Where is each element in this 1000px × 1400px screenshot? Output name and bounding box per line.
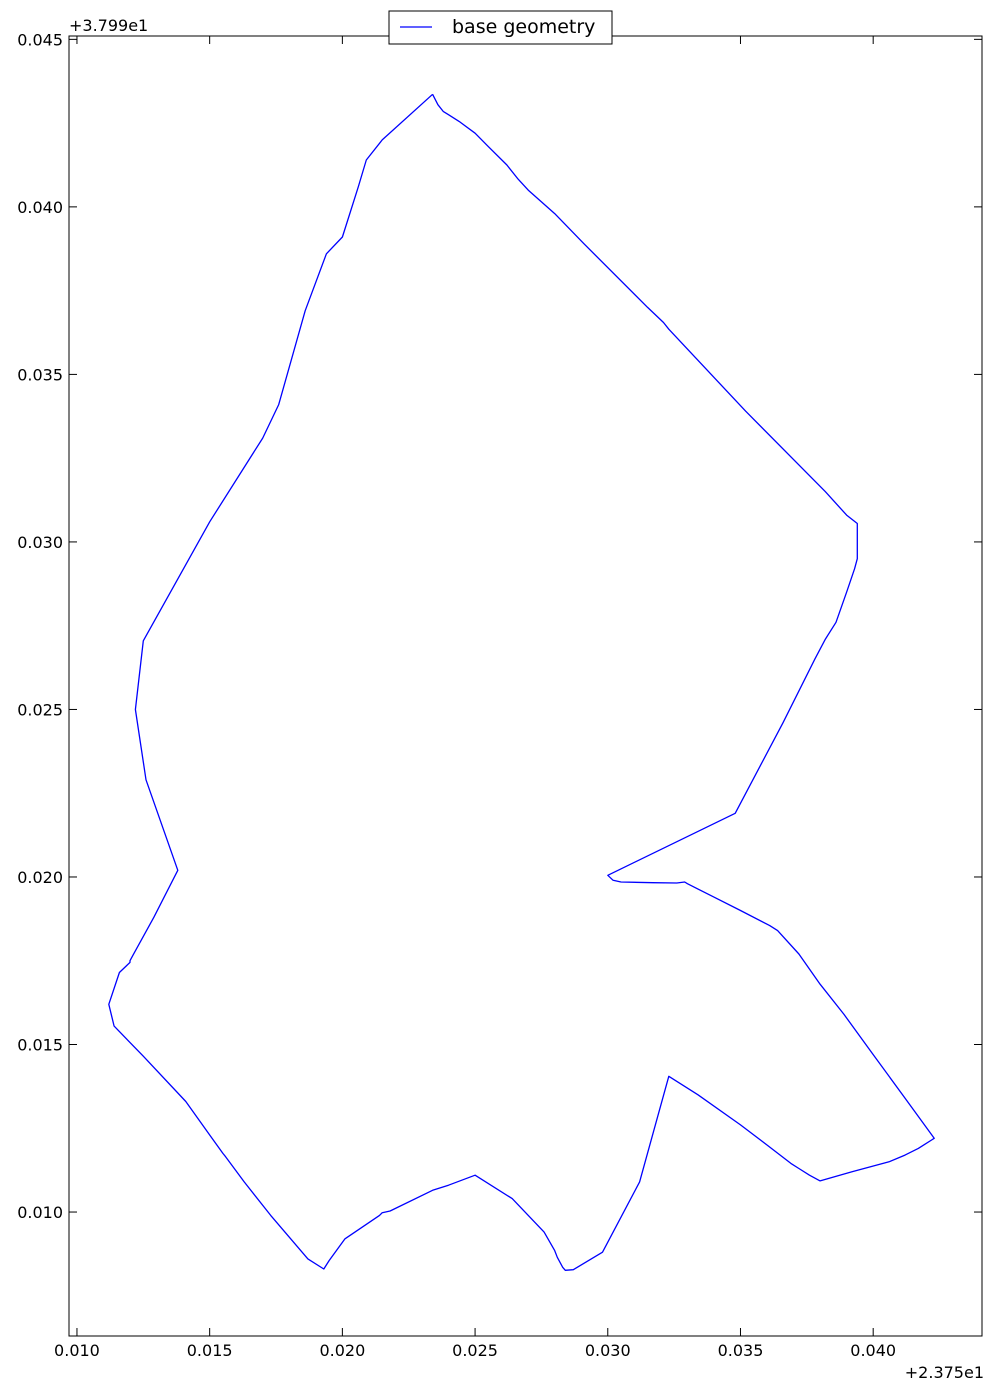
series-line-0 bbox=[108, 93, 935, 1271]
y-tick-label: 0.035 bbox=[17, 365, 63, 384]
y-tick-label: 0.030 bbox=[17, 533, 63, 552]
legend-label: base geometry bbox=[452, 16, 595, 38]
y-tick-label: 0.015 bbox=[17, 1036, 63, 1055]
y-tick-label: 0.010 bbox=[17, 1203, 63, 1222]
y-tick-label: 0.020 bbox=[17, 868, 63, 887]
ticks-layer: 0.010 0.015 0.020 0.025 0.030 0.035 0.040 0.010… bbox=[17, 30, 982, 1360]
x-tick-label: 0.010 bbox=[54, 1341, 100, 1360]
y-tick-label: 0.040 bbox=[17, 198, 63, 217]
x-tick-label: 0.015 bbox=[187, 1341, 233, 1360]
series-layer bbox=[108, 93, 935, 1271]
y-offset-label: +3.799e1 bbox=[69, 16, 148, 35]
x-tick-label: 0.030 bbox=[585, 1341, 631, 1360]
x-tick-label: 0.035 bbox=[718, 1341, 764, 1360]
y-tick-label: 0.045 bbox=[17, 30, 63, 49]
x-tick-label: 0.025 bbox=[452, 1341, 498, 1360]
y-tick-label: 0.025 bbox=[17, 700, 63, 719]
legend: base geometry bbox=[388, 10, 613, 45]
x-offset-label: +2.375e1 bbox=[905, 1363, 984, 1382]
x-tick-label: 0.040 bbox=[850, 1341, 896, 1360]
x-tick-label: 0.020 bbox=[319, 1341, 365, 1360]
